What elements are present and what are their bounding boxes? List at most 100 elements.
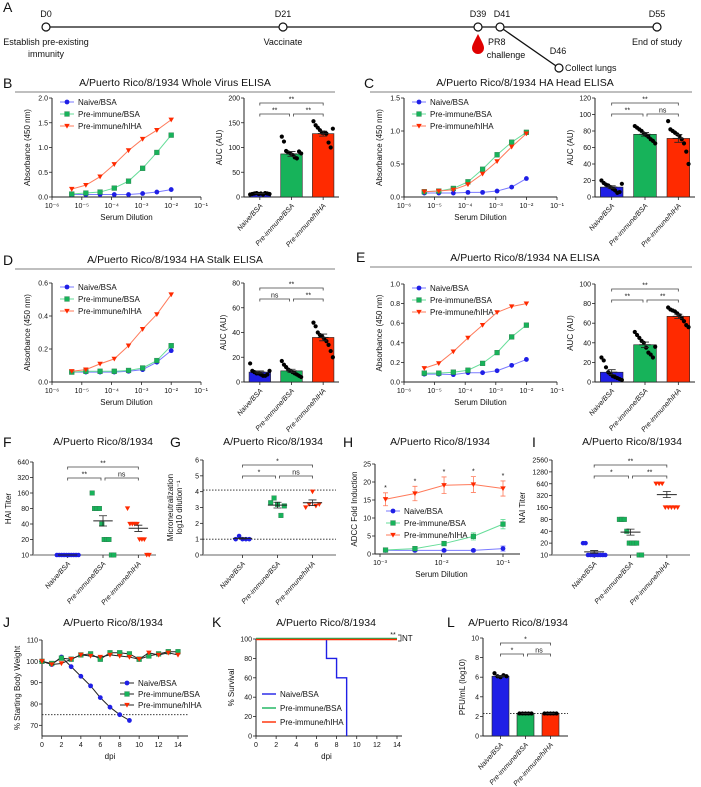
- data-point: [382, 497, 389, 502]
- x-tick-label: 6: [98, 742, 102, 749]
- y-axis-label: % Survival: [227, 668, 236, 706]
- legend-label: Pre-immune/BSA: [430, 110, 492, 119]
- data-point: [441, 483, 447, 488]
- data-point: [313, 324, 318, 329]
- panel-letter: L: [447, 614, 455, 630]
- significance-bracket: [259, 287, 324, 291]
- data-point: [684, 149, 689, 154]
- significance-bracket: [593, 475, 629, 479]
- data-point: [58, 655, 65, 661]
- data-point: [650, 355, 656, 360]
- sem-error-bar: [607, 185, 616, 189]
- data-point: [76, 552, 81, 558]
- panel-title: A/Puerto Rico/8/1934: [390, 436, 490, 448]
- y-tick-label: 0.6: [38, 281, 48, 288]
- panel-title: A/Puerto Rico/8/1934 Whole Virus ELISA: [79, 77, 271, 89]
- series-bsa: [421, 129, 530, 195]
- panel-title: A/Puerto Rico/8/1934: [53, 436, 153, 448]
- panel-letter: B: [3, 75, 12, 91]
- y-tick-label: 80: [232, 281, 240, 288]
- panel-d-header: D A/Puerto Rico/8/1934 HA Stalk ELISA: [3, 252, 335, 270]
- category-label: Pre-immune/BSA: [66, 560, 108, 605]
- x-tick-label: 4: [79, 742, 83, 749]
- event-end-of-study: End of study: [632, 37, 683, 47]
- data-point: [168, 117, 174, 123]
- bar-bsa: [516, 713, 535, 737]
- y-tick-label: 2: [475, 714, 479, 721]
- significance-label: **: [272, 108, 278, 115]
- y-tick-label: 0.2: [390, 360, 400, 367]
- data-point: [134, 521, 140, 527]
- data-point: [294, 156, 299, 161]
- sem-error-bar: [662, 491, 671, 499]
- x-tick-label: 0: [40, 742, 44, 749]
- legend-item-naive: Naive/BSA: [60, 283, 117, 292]
- data-point: [681, 141, 687, 146]
- data-point: [316, 502, 322, 507]
- data-point: [479, 171, 486, 177]
- legend-marker: [64, 99, 70, 105]
- y-tick-label: 20: [244, 714, 252, 721]
- data-point: [450, 190, 456, 196]
- y-tick-label: 40: [244, 695, 252, 702]
- y-tick-label: 80: [21, 506, 29, 513]
- y-tick-label: 0.5: [390, 162, 400, 169]
- timeline-node-d0: [41, 22, 51, 32]
- y-axis-label: AUC (AU): [215, 129, 224, 165]
- x-axis-label: Serum Dilution: [100, 213, 152, 222]
- data-point: [494, 159, 500, 164]
- sem-error-bar: [674, 313, 683, 319]
- x-tick-label: 0: [254, 742, 258, 749]
- data-point: [524, 176, 529, 181]
- data-point: [309, 489, 316, 495]
- data-point: [168, 292, 174, 298]
- x-tick-label: 10⁻¹: [496, 560, 510, 567]
- significance-label: **: [628, 459, 634, 466]
- data-point: [279, 358, 284, 364]
- data-point: [140, 165, 146, 171]
- significance-label: **: [100, 461, 106, 468]
- y-tick-label: 80: [583, 129, 591, 136]
- significance-bracket: [242, 464, 313, 468]
- data-point: [330, 355, 335, 360]
- y-tick-label: 2: [195, 521, 199, 528]
- data-point: [88, 683, 93, 689]
- data-point: [619, 181, 624, 186]
- y-tick-label: 10: [540, 553, 548, 560]
- legend-marker: [64, 308, 70, 314]
- y-axis-label: AUC (AU): [566, 129, 575, 165]
- panel-title: A/Puerto Rico/8/1934: [223, 436, 323, 448]
- category-label: Pre-immune/BSA: [594, 560, 636, 605]
- category-label: Pre-immune/hIHA: [275, 560, 318, 606]
- x-tick-label: 10: [353, 742, 361, 749]
- y-axis-label: Absorbance (450 nm): [375, 109, 384, 186]
- x-axis-label: dpi: [105, 752, 116, 761]
- series-hiha: [68, 292, 174, 374]
- data-point: [107, 652, 113, 658]
- panel-letter: G: [170, 434, 181, 450]
- significance-label: *: [414, 478, 417, 485]
- sem-error-bar: [607, 369, 616, 376]
- legend-item-hiha: Pre-immune/hIHA: [60, 122, 142, 131]
- legend-item-naive: Naive/BSA: [262, 690, 319, 699]
- x-tick-label: 8: [335, 742, 339, 749]
- day-label-d21: D21: [275, 9, 292, 19]
- significance-label: **: [390, 632, 396, 639]
- y-tick-label: 90: [30, 680, 38, 687]
- data-point: [278, 512, 284, 518]
- legend-label: Pre-immune/hIHA: [78, 307, 142, 316]
- panel-h-header: H A/Puerto Rico/8/1934: [343, 434, 490, 450]
- significance-bracket: [611, 288, 679, 292]
- significance-label: ns: [271, 293, 279, 300]
- significance-bracket: [242, 475, 276, 479]
- y-tick-label: 0: [367, 552, 371, 559]
- data-point: [470, 548, 476, 553]
- data-point: [267, 368, 272, 373]
- data-point: [265, 372, 270, 377]
- legend-label: Pre-immune/BSA: [78, 110, 140, 119]
- significance-label: **: [647, 470, 653, 477]
- legend-label: Naive/BSA: [404, 507, 443, 516]
- data-point: [299, 374, 304, 380]
